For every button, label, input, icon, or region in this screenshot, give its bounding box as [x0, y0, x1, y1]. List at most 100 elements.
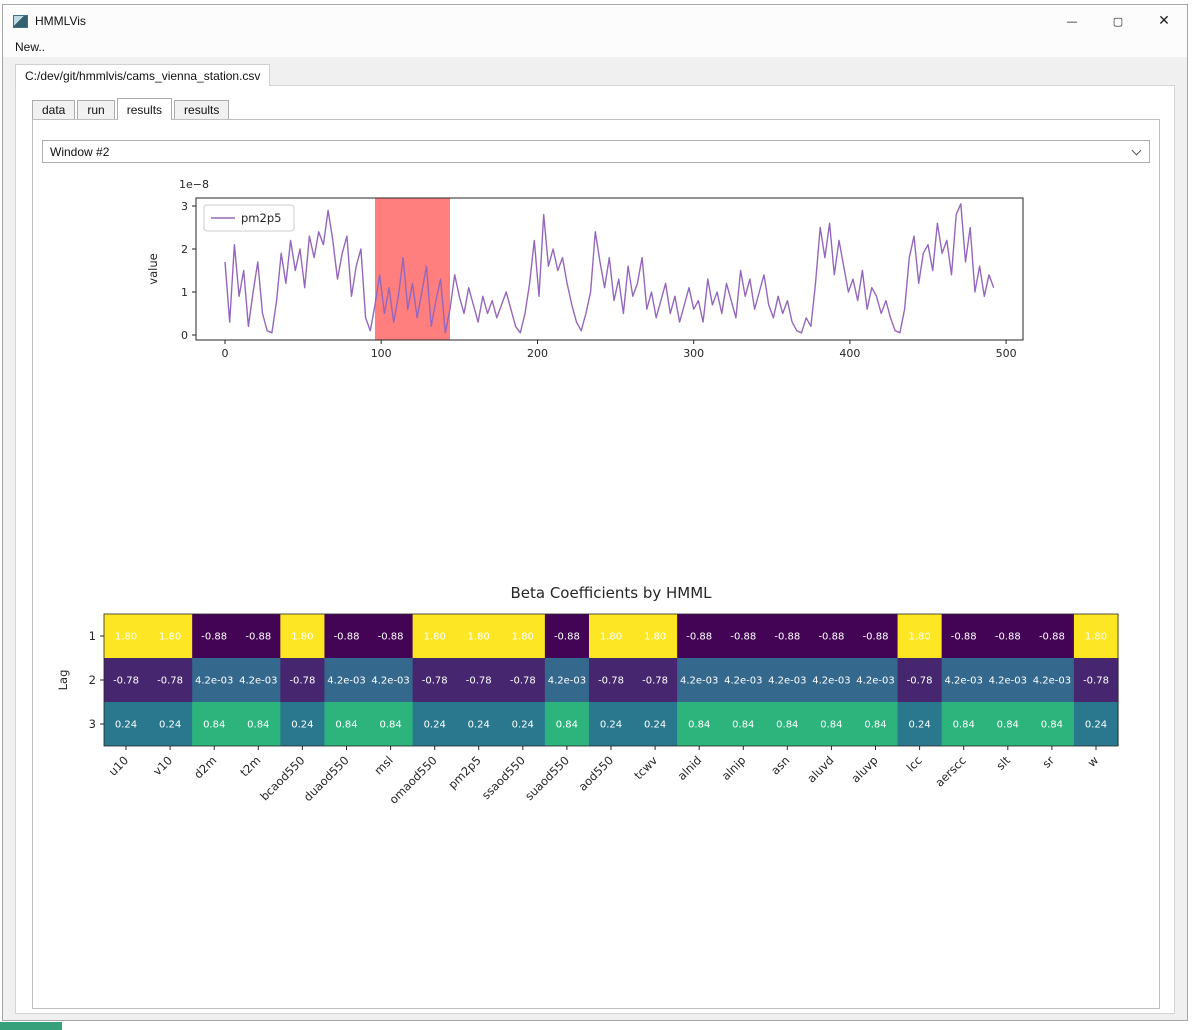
heatmap-cell [721, 658, 766, 702]
heatmap-cell [544, 614, 590, 658]
svg-text:pm2p5: pm2p5 [445, 753, 483, 791]
svg-text:aerscc: aerscc [932, 753, 968, 789]
heatmap-cell [280, 614, 326, 658]
heatmap-cell [1029, 658, 1075, 702]
heatmap-cell [236, 658, 281, 702]
svg-text:-0.88: -0.88 [730, 632, 756, 643]
svg-text:-0.88: -0.88 [818, 632, 844, 643]
heatmap-cell [456, 658, 502, 702]
minimize-button[interactable]: — [1049, 5, 1095, 37]
heatmap-cell [985, 702, 1031, 746]
svg-text:1.80: 1.80 [908, 632, 930, 643]
heatmap-cell [985, 658, 1031, 702]
svg-text:alnip: alnip [719, 753, 749, 783]
svg-text:-0.88: -0.88 [334, 632, 360, 643]
close-button[interactable]: ✕ [1141, 5, 1187, 37]
svg-text:0.24: 0.24 [468, 720, 490, 731]
tab-run[interactable]: run [77, 100, 115, 119]
svg-text:0.84: 0.84 [335, 720, 357, 731]
svg-text:3: 3 [89, 717, 96, 731]
beta-heatmap-figure: Beta Coefficients by HMML 1.80 1.80 -0.88 -0… [49, 578, 1131, 878]
svg-text:-0.88: -0.88 [378, 632, 404, 643]
svg-text:0.24: 0.24 [908, 720, 930, 731]
heatmap-cell [677, 658, 722, 702]
heatmap-cell [412, 702, 458, 746]
heatmap-cell [456, 614, 502, 658]
svg-text:ssaod550: ssaod550 [479, 753, 528, 802]
heatmap-cell [500, 702, 546, 746]
svg-text:0.84: 0.84 [953, 720, 975, 731]
heatmap-cell [500, 614, 546, 658]
heatmap-cell [544, 702, 590, 746]
results-tab-page: Window #2 0 100 200 300 400 500 0 1 2 3 1e−8 value p… [32, 119, 1160, 1009]
menu-new[interactable]: New.. [15, 40, 46, 54]
heatmap-cell [941, 702, 987, 746]
svg-text:aluvp: aluvp [848, 753, 880, 785]
svg-text:t2m: t2m [237, 753, 263, 779]
svg-text:pm2p5: pm2p5 [241, 211, 281, 225]
heatmap-cell [412, 614, 458, 658]
heatmap-cell [809, 658, 855, 702]
svg-text:bcaod550: bcaod550 [257, 753, 307, 803]
svg-text:4.2e-03: 4.2e-03 [680, 676, 718, 687]
svg-text:-0.78: -0.78 [422, 676, 448, 687]
window-selector-value: Window #2 [50, 144, 110, 159]
file-tab-csv[interactable]: C:/dev/git/hmmlvis/cams_vienna_station.c… [15, 64, 271, 86]
heatmap-cell [368, 702, 414, 746]
svg-text:0.24: 0.24 [159, 720, 181, 731]
svg-text:tcwv: tcwv [631, 753, 660, 782]
svg-text:-0.78: -0.78 [466, 676, 492, 687]
svg-text:-0.78: -0.78 [157, 676, 183, 687]
app-icon [13, 14, 28, 28]
svg-text:3: 3 [181, 200, 188, 213]
heatmap-cell [633, 658, 678, 702]
svg-text:1.80: 1.80 [159, 632, 181, 643]
heatmap-cell [677, 614, 722, 658]
svg-text:-0.78: -0.78 [907, 676, 933, 687]
maximize-button[interactable]: ▢ [1095, 5, 1141, 37]
heatmap-cell [1073, 614, 1119, 658]
pm2p5-line [224, 203, 995, 334]
heatmap-cell [368, 658, 414, 702]
svg-text:2: 2 [181, 243, 188, 256]
heatmap-cell [941, 614, 987, 658]
svg-text:-0.88: -0.88 [245, 632, 271, 643]
heatmap-cell [588, 702, 634, 746]
subtab-strip: data run results results [32, 98, 231, 120]
svg-text:d2m: d2m [191, 753, 219, 781]
tab-results-2[interactable]: results [174, 100, 230, 119]
svg-text:-0.88: -0.88 [863, 632, 889, 643]
svg-text:alnid: alnid [675, 753, 705, 783]
svg-text:v10: v10 [150, 753, 175, 778]
tab-results[interactable]: results [116, 98, 173, 120]
svg-text:msl: msl [371, 753, 395, 777]
svg-text:4.2e-03: 4.2e-03 [371, 676, 409, 687]
heatmap-cell [412, 658, 458, 702]
svg-text:w: w [1085, 753, 1102, 770]
tab-data[interactable]: data [32, 100, 76, 119]
svg-text:1: 1 [89, 629, 96, 643]
svg-text:4.2e-03: 4.2e-03 [327, 676, 365, 687]
svg-text:1.80: 1.80 [1085, 632, 1107, 643]
svg-text:0.84: 0.84 [556, 720, 578, 731]
window-selector[interactable]: Window #2 [42, 140, 1150, 163]
svg-text:4.2e-03: 4.2e-03 [812, 676, 850, 687]
svg-text:0.84: 0.84 [203, 720, 225, 731]
chevron-down-icon [1131, 145, 1142, 155]
heatmap-cell [500, 658, 546, 702]
heatmap-cell [456, 702, 502, 746]
heatmap-cell [985, 614, 1031, 658]
heatmap-cell [809, 702, 855, 746]
heatmap-cell [809, 614, 855, 658]
heatmap-plot: Beta Coefficients by HMML 1.80 1.80 -0.88 -0… [56, 584, 1119, 807]
legend: pm2p5 [203, 204, 295, 232]
heatmap-cell [368, 614, 414, 658]
svg-text:-0.88: -0.88 [951, 632, 977, 643]
svg-text:0.24: 0.24 [644, 720, 666, 731]
heatmap-cell [897, 702, 943, 746]
svg-text:0.84: 0.84 [776, 720, 798, 731]
svg-text:duaod550: duaod550 [301, 753, 352, 804]
heatmap-cell [897, 614, 943, 658]
svg-text:0.24: 0.24 [291, 720, 313, 731]
svg-text:2: 2 [89, 673, 96, 687]
